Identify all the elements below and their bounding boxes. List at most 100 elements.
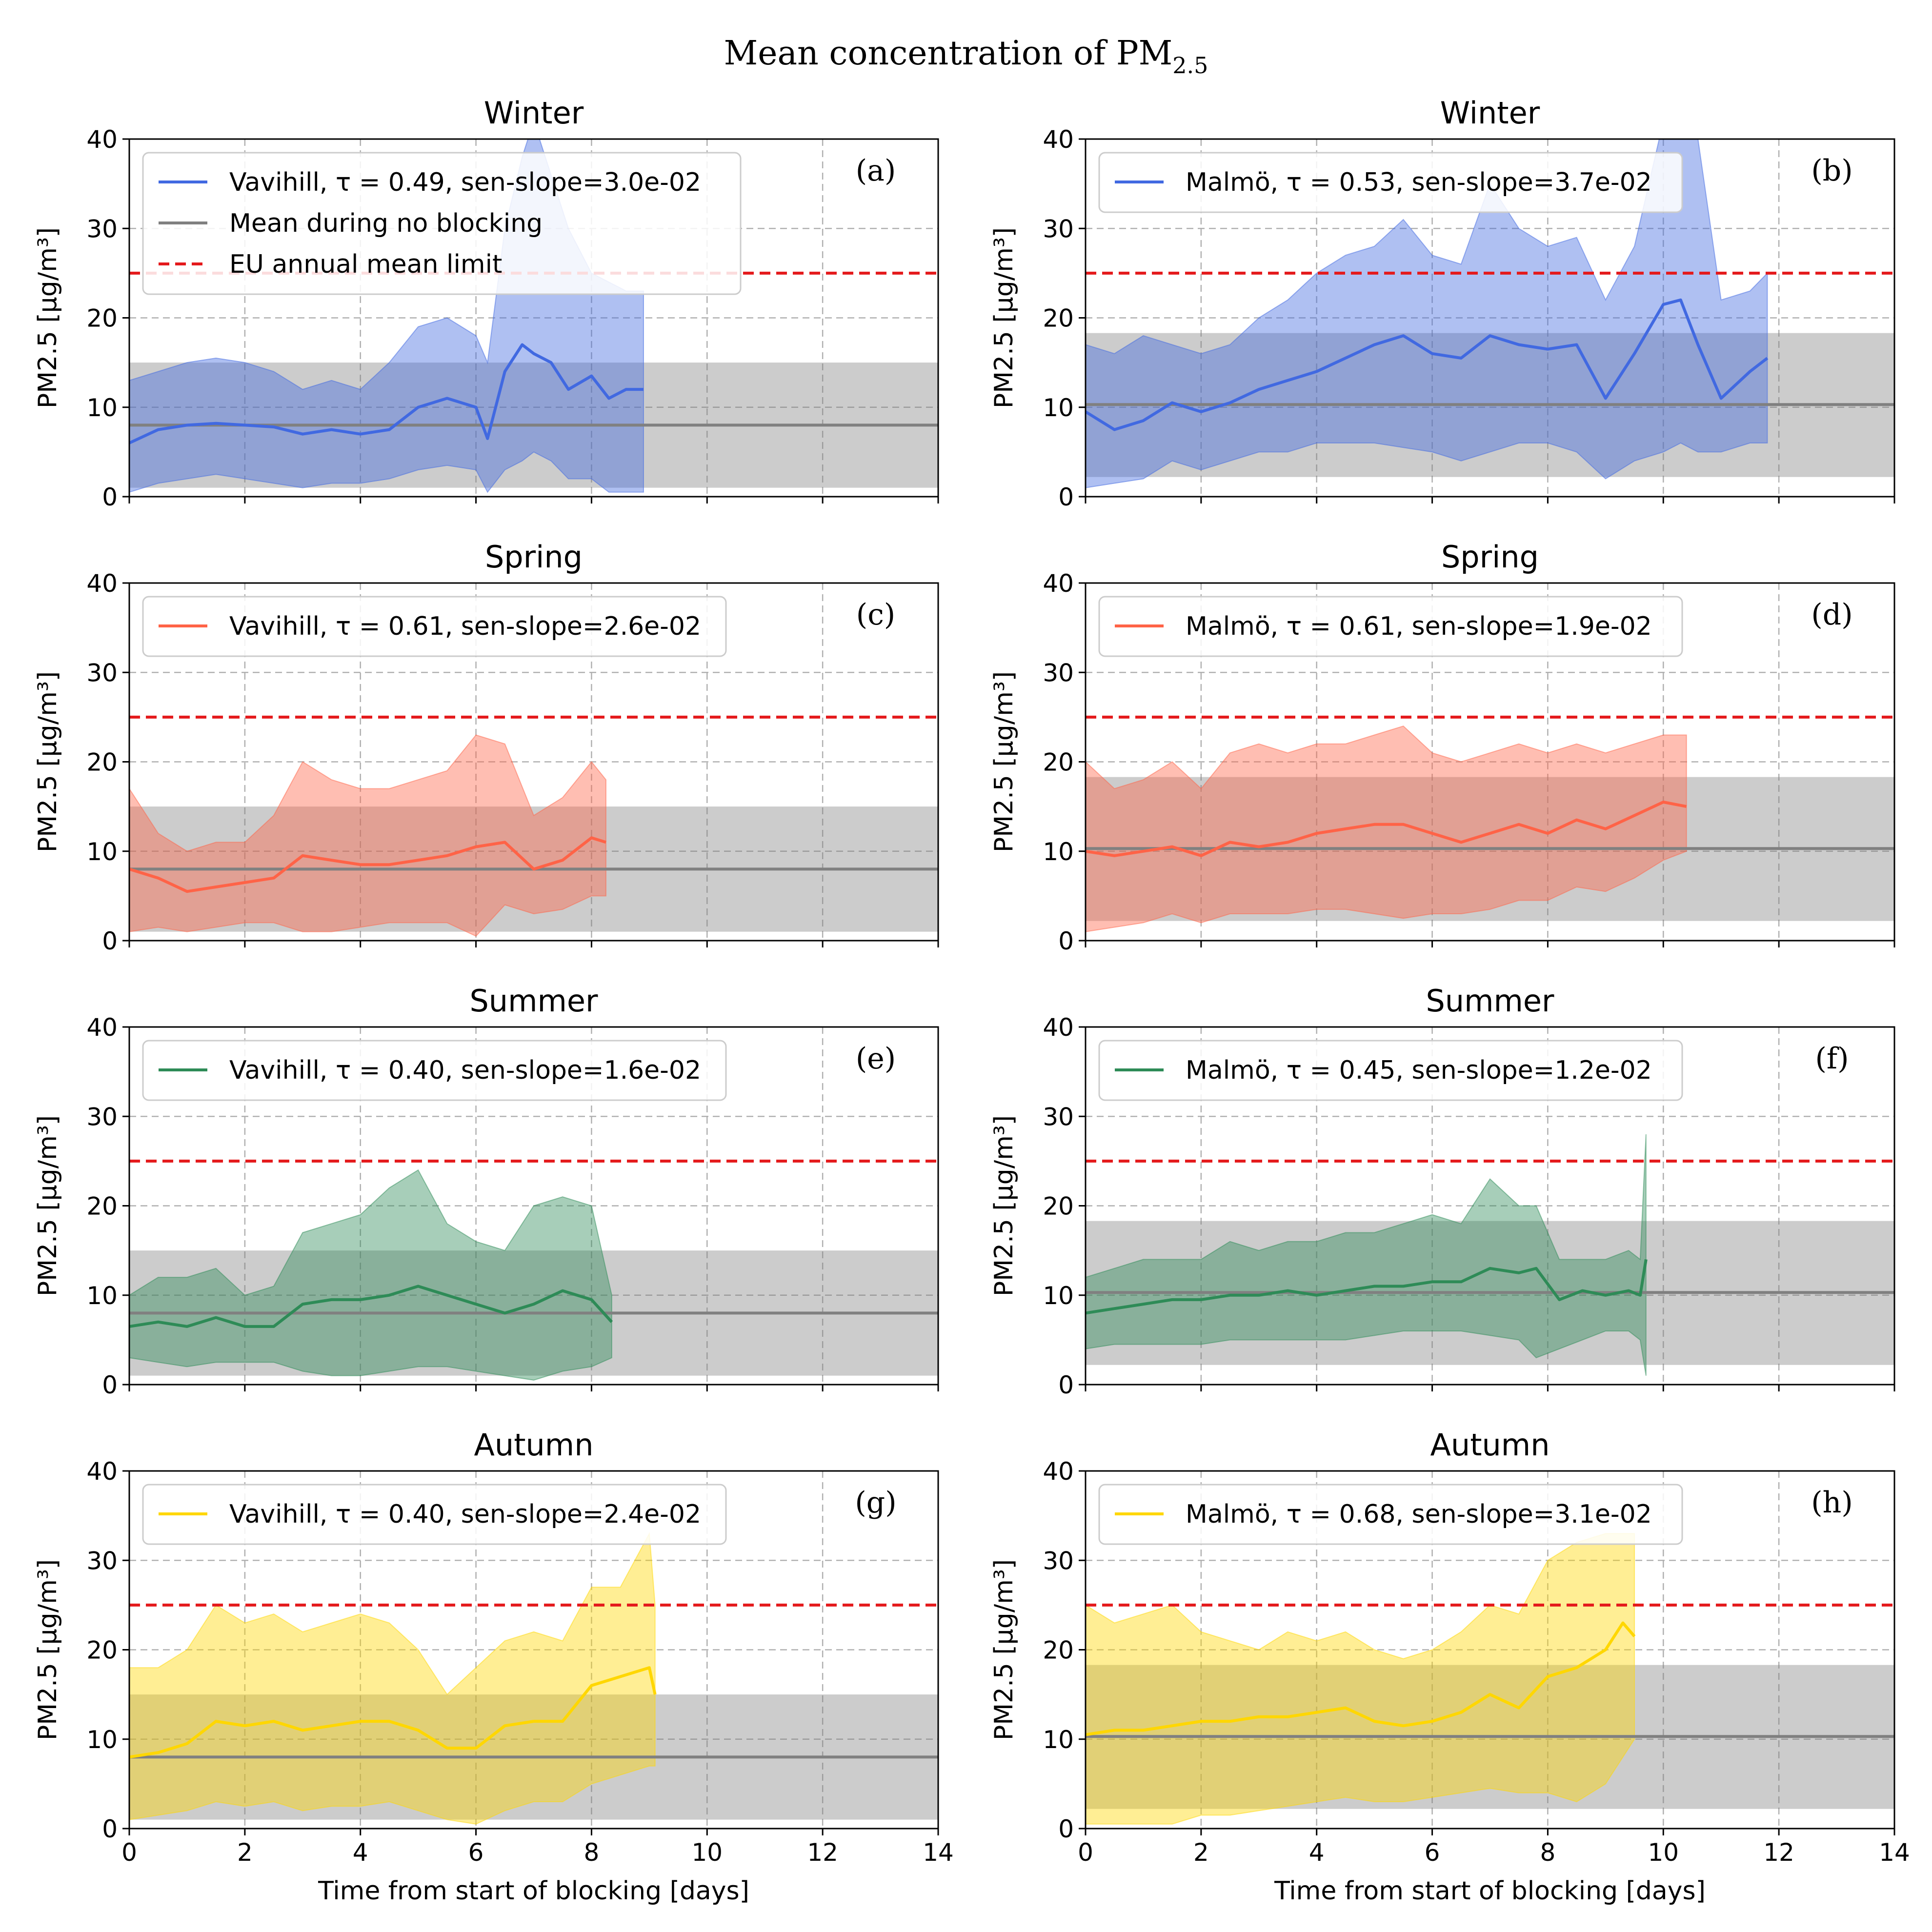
panel-tag: (f) — [1815, 1042, 1849, 1076]
legend-box — [142, 1040, 727, 1101]
y-tick-label: 20 — [86, 1192, 118, 1221]
legend-box — [142, 596, 727, 657]
mean-series-line — [1086, 801, 1687, 857]
legend-box — [142, 152, 742, 295]
y-tick-label: 10 — [1043, 1726, 1074, 1754]
legend-box — [1098, 1040, 1683, 1101]
plot-area — [1086, 715, 1894, 932]
y-tick-label: 0 — [1058, 483, 1074, 511]
y-tick-label: 10 — [1043, 394, 1074, 422]
blocking-range-area — [129, 1169, 612, 1381]
y-tick-label: 40 — [1043, 569, 1074, 598]
y-tick-label: 20 — [86, 304, 118, 333]
y-tick-label: 30 — [86, 215, 118, 243]
x-tick-label: 10 — [1648, 1838, 1679, 1867]
legend-series-entry-label: Vavihill, τ = 0.40, sen-slope=1.6e-02 — [229, 1056, 701, 1085]
y-axis-label: PM2.5 [µg/m³] — [33, 671, 62, 852]
mean-series-line — [1086, 1621, 1636, 1736]
y-tick-label: 20 — [1043, 304, 1074, 333]
y-tick-label: 40 — [86, 1457, 118, 1486]
y-axis-label: PM2.5 [µg/m³] — [989, 1559, 1019, 1740]
panel-a: 0 10 20 30 40 Winter PM2.5 [µg/m³] (a) Vavihill,… — [33, 95, 939, 511]
mean-series-line — [1086, 298, 1769, 431]
panel-tag: (a) — [856, 154, 896, 188]
blocking-range-area — [129, 1531, 656, 1825]
y-tick-label: 30 — [86, 659, 118, 687]
y-tick-label: 40 — [86, 569, 118, 598]
mean-series-line — [129, 1285, 613, 1328]
x-tick-label: 0 — [121, 1838, 137, 1867]
mean-series-line — [129, 836, 606, 893]
y-axis-label: PM2.5 [µg/m³] — [33, 227, 62, 408]
legend-box — [1098, 1484, 1683, 1545]
x-axis-label: Time from start of blocking [days] — [1274, 1876, 1706, 1906]
x-tick-label: 4 — [1309, 1838, 1325, 1867]
figure-suptitle-sub: 2.5 — [1172, 52, 1208, 79]
panel-title: Autumn — [474, 1427, 593, 1463]
plot-area — [1086, 1134, 1894, 1376]
y-tick-label: 0 — [102, 927, 118, 955]
panel-title: Winter — [1440, 95, 1540, 131]
y-tick-label: 10 — [1043, 1282, 1074, 1310]
y-tick-label: 20 — [86, 1636, 118, 1665]
y-tick-label: 40 — [1043, 1013, 1074, 1042]
legend-series-entry-label: Malmö, τ = 0.61, sen-slope=1.9e-02 — [1186, 612, 1652, 641]
y-tick-label: 40 — [1043, 125, 1074, 154]
x-tick-label: 2 — [1193, 1838, 1209, 1867]
y-tick-label: 0 — [102, 483, 118, 511]
panel-title: Summer — [469, 983, 598, 1019]
legend-box — [142, 1484, 727, 1545]
x-tick-label: 10 — [691, 1838, 723, 1867]
panel-tag: (g) — [855, 1486, 896, 1520]
y-tick-label: 40 — [86, 125, 118, 154]
mean-series-line — [1086, 1259, 1648, 1315]
y-tick-label: 40 — [1043, 1457, 1074, 1486]
x-tick-label: 14 — [1879, 1838, 1910, 1867]
legend-series-entry-label: Vavihill, τ = 0.40, sen-slope=2.4e-02 — [229, 1500, 701, 1529]
blocking-range-area — [129, 734, 606, 937]
y-tick-label: 0 — [1058, 927, 1074, 955]
y-tick-label: 20 — [1043, 1636, 1074, 1665]
y-tick-label: 30 — [1043, 1103, 1074, 1131]
x-tick-label: 2 — [237, 1838, 253, 1867]
panel-c: 0 10 20 30 40 Spring PM2.5 [µg/m³] (c) Vavihill,… — [33, 539, 939, 955]
y-tick-label: 10 — [86, 394, 118, 422]
y-tick-label: 10 — [86, 1726, 118, 1754]
x-tick-label: 4 — [353, 1838, 368, 1867]
panel-title: Spring — [1441, 539, 1539, 575]
x-tick-label: 6 — [468, 1838, 484, 1867]
y-tick-label: 30 — [1043, 215, 1074, 243]
x-tick-label: 8 — [584, 1838, 600, 1867]
panel-tag: (b) — [1811, 154, 1852, 188]
blocking-range-area — [1086, 725, 1687, 932]
figure-suptitle-main: Mean concentration of PM — [724, 34, 1173, 73]
plot-area — [1086, 1533, 1894, 1825]
mean-series-line — [129, 343, 644, 444]
x-tick-label: 12 — [1763, 1838, 1794, 1867]
blocking-range-area — [1086, 1533, 1635, 1825]
y-axis-label: PM2.5 [µg/m³] — [989, 671, 1019, 852]
panel-title: Summer — [1426, 983, 1554, 1019]
legend-box — [1098, 152, 1683, 213]
panel-g: 0 2 4 6 8 10 12 14 0 10 20 30 40 Autumn PM2.5 [µg/m³] T… — [33, 1427, 954, 1906]
x-tick-label: 12 — [807, 1838, 838, 1867]
y-tick-label: 0 — [1058, 1371, 1074, 1399]
y-axis-label: PM2.5 [µg/m³] — [33, 1559, 62, 1740]
y-tick-label: 10 — [86, 1282, 118, 1310]
x-axis-label: Time from start of blocking [days] — [318, 1876, 749, 1906]
y-tick-label: 0 — [1058, 1815, 1074, 1843]
plot-area — [129, 1159, 938, 1381]
y-tick-label: 40 — [86, 1013, 118, 1042]
x-tick-label: 0 — [1078, 1838, 1093, 1867]
y-tick-label: 30 — [1043, 1547, 1074, 1575]
panel-title: Spring — [485, 539, 583, 575]
legend-series-entry-label: Malmö, τ = 0.68, sen-slope=3.1e-02 — [1186, 1500, 1652, 1529]
legend-eu-limit-entry-label: EU annual mean limit — [229, 250, 502, 279]
panel-tag: (d) — [1811, 598, 1852, 632]
y-tick-label: 10 — [86, 838, 118, 866]
blocking-range-area — [1086, 1134, 1647, 1376]
panel-tag: (e) — [856, 1042, 896, 1076]
mean-series-line — [129, 1666, 657, 1759]
